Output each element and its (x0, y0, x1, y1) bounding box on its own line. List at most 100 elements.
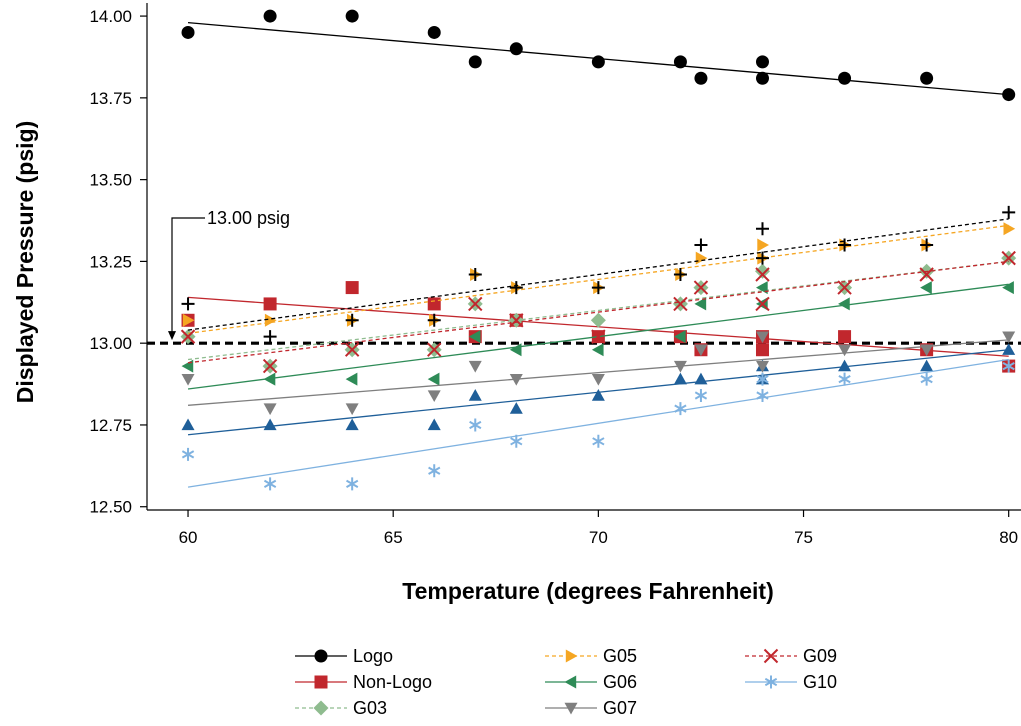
data-point-g06 (509, 343, 522, 357)
data-point-g07 (920, 344, 934, 357)
legend-label-g05: G05 (603, 646, 637, 666)
data-point-g04 (591, 389, 605, 401)
legend-marker-g07 (564, 702, 578, 715)
series-g09 (180, 250, 1016, 374)
data-point-g04 (509, 402, 523, 414)
data-point-g04 (1002, 343, 1016, 355)
fit-line-g08 (187, 218, 1009, 331)
reference-annotation: 13.00 psig (168, 208, 290, 341)
data-point-g09 (1001, 250, 1016, 266)
x-axis: 60 65 70 75 80 (147, 509, 1021, 547)
fit-line-g10 (187, 358, 1009, 488)
data-point-g07 (755, 331, 769, 344)
data-point-g03 (754, 263, 770, 279)
y-axis-title: Displayed Pressure (psig) (12, 121, 38, 404)
data-point-g04 (181, 418, 195, 431)
data-point-g06 (591, 343, 604, 357)
data-point-logo (181, 25, 195, 39)
data-point-g06 (427, 372, 440, 386)
data-point-g10 (469, 418, 482, 432)
legend-label-g04: G04 (353, 724, 387, 726)
data-point-g09 (509, 313, 524, 328)
legend-item-g06: G06 (545, 672, 637, 692)
data-point-g04 (673, 372, 687, 385)
y-tick-label: 13.50 (89, 171, 132, 190)
data-point-g09 (919, 267, 934, 282)
data-point-g05 (695, 251, 708, 265)
data-point-g08 (345, 313, 359, 327)
x-tick-label: 80 (999, 528, 1018, 547)
legend: Logo Non-Logo G03 G04 G05 G06 G07 G08 G09 G10 (295, 646, 837, 726)
data-point-g06 (920, 281, 932, 295)
data-point-g07 (468, 360, 482, 373)
x-tick-label: 60 (179, 528, 198, 547)
legend-item-logo: Logo (295, 646, 393, 666)
data-point-g06 (181, 359, 194, 373)
data-point-g08 (181, 297, 195, 311)
data-point-g09 (673, 296, 688, 312)
data-point-g09 (591, 329, 606, 344)
data-point-g10 (838, 372, 851, 386)
data-point-g10 (510, 434, 523, 448)
reference-line-label: 13.00 psig (207, 208, 290, 228)
y-tick-label: 13.00 (89, 334, 132, 353)
data-point-g08 (920, 238, 934, 252)
fit-line-g07 (187, 339, 1009, 406)
data-point-g03 (590, 312, 606, 328)
data-point-g04 (838, 359, 852, 372)
data-point-logo (920, 71, 934, 85)
legend-label-g03: G03 (353, 698, 387, 718)
data-point-logo (1002, 88, 1016, 102)
data-point-g08 (427, 313, 441, 327)
legend-label-g10: G10 (803, 672, 837, 692)
data-point-g04 (263, 418, 277, 431)
series-g07 (181, 331, 1016, 416)
data-point-g10 (181, 447, 195, 461)
data-point-g07 (427, 390, 441, 403)
data-point-g05 (264, 313, 277, 327)
plot-area (147, 9, 1021, 491)
data-point-g07 (694, 344, 708, 357)
data-point-logo (755, 71, 769, 85)
data-point-g04 (694, 372, 708, 385)
y-tick-label: 12.50 (89, 498, 132, 517)
data-point-g08 (755, 222, 769, 236)
y-tick-label: 13.25 (89, 252, 132, 271)
data-point-g10 (694, 389, 708, 403)
data-point-g04 (468, 389, 482, 401)
legend-item-g04: G04 (353, 724, 387, 726)
series-logo (181, 9, 1016, 102)
x-tick-label: 70 (589, 528, 608, 547)
data-point-g10 (428, 464, 441, 478)
data-point-g08 (263, 330, 277, 344)
data-point-non-logo (838, 330, 852, 344)
data-point-logo (345, 9, 359, 23)
legend-label-logo: Logo (353, 646, 393, 666)
data-point-logo (427, 25, 441, 39)
series-g05 (182, 222, 1016, 335)
data-point-g09 (755, 296, 770, 312)
data-point-non-logo (345, 281, 359, 295)
legend-item-g08: G08 (603, 724, 637, 726)
data-point-g07 (1002, 331, 1016, 344)
data-point-g08 (694, 238, 708, 252)
legend-item-g10: G10 (745, 672, 837, 692)
data-point-g10 (756, 389, 769, 403)
data-point-g09 (755, 267, 770, 282)
data-point-g07 (509, 373, 523, 386)
data-point-g04 (427, 418, 441, 431)
data-point-g06 (1002, 281, 1014, 295)
series-g08 (181, 205, 1016, 344)
legend-item-g07: G07 (545, 698, 637, 718)
legend-label-non-logo: Non-Logo (353, 672, 432, 692)
legend-marker-logo (314, 649, 328, 663)
y-tick-label: 14.00 (89, 7, 132, 26)
legend-marker-g03 (313, 700, 329, 716)
data-point-g10 (674, 402, 687, 416)
fit-line-g09 (187, 260, 1009, 364)
data-point-g10 (263, 477, 277, 491)
legend-marker-non-logo (314, 675, 328, 689)
fit-line-g05 (187, 224, 1009, 335)
data-point-logo (755, 55, 769, 69)
data-point-logo (468, 55, 482, 69)
